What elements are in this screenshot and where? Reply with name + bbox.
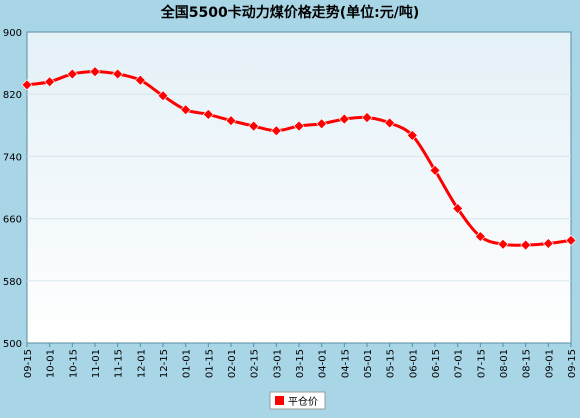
y-tick-label: 820 [3, 90, 22, 101]
data-point [21, 79, 33, 91]
data-point [44, 76, 56, 88]
data-point [202, 108, 214, 120]
data-point [520, 239, 532, 251]
legend-label: 平仓价 [288, 395, 318, 408]
data-point [452, 203, 464, 214]
x-tick-label: 10-15 [68, 349, 79, 378]
y-tick-label: 740 [3, 152, 22, 163]
data-point [542, 238, 554, 249]
x-tick-label: 09-01 [544, 349, 555, 378]
data-point [361, 112, 373, 123]
data-point [248, 120, 260, 132]
y-tick-label: 580 [3, 277, 22, 288]
x-tick-label: 03-15 [295, 349, 306, 378]
x-tick-label: 06-15 [431, 349, 442, 378]
x-tick-label: 08-01 [499, 349, 510, 378]
x-tick-label: 05-01 [363, 349, 374, 378]
chart-title: 全国5500卡动力煤价格走势(单位:元/吨) [160, 4, 419, 21]
data-point [474, 231, 486, 242]
x-tick-label: 11-01 [91, 349, 102, 378]
data-point [180, 104, 192, 116]
legend-swatch [275, 396, 284, 405]
x-tick-label: 02-15 [250, 349, 261, 378]
data-point [270, 125, 282, 137]
x-tick-label: 03-01 [272, 349, 283, 378]
data-point [112, 68, 124, 80]
data-point [157, 90, 169, 102]
x-tick-label: 01-01 [182, 349, 193, 378]
data-point [565, 234, 577, 246]
data-point [384, 117, 396, 129]
data-point [66, 68, 78, 80]
y-tick-label: 900 [3, 28, 22, 39]
legend: 平仓价 [269, 391, 326, 410]
x-tick-label: 08-15 [522, 349, 533, 378]
x-tick-label: 12-15 [159, 349, 170, 378]
data-point [406, 129, 418, 141]
x-tick-label: 01-15 [204, 349, 215, 378]
x-tick-label: 06-01 [408, 349, 419, 378]
x-tick-label: 05-15 [386, 349, 397, 378]
x-tick-label: 09-15 [567, 349, 578, 378]
x-tick-label: 04-15 [340, 349, 351, 378]
data-point [338, 113, 350, 125]
data-point [225, 115, 237, 127]
y-axis: 900 820 740 660 580 500 [3, 28, 22, 350]
x-tick-label: 04-01 [318, 349, 329, 378]
data-point [497, 238, 509, 250]
grid-lines [27, 93, 571, 282]
data-point [293, 120, 305, 132]
x-tick-label: 09-15 [23, 349, 34, 378]
x-tick-label: 02-01 [227, 349, 238, 378]
y-tick-label: 660 [3, 215, 22, 226]
x-tick-label: 07-01 [454, 349, 465, 378]
x-tick-label: 12-01 [136, 349, 147, 378]
data-point [429, 164, 441, 176]
data-point [89, 66, 101, 78]
plot-area [26, 31, 572, 344]
x-tick-label: 07-15 [476, 349, 487, 378]
series-group [21, 66, 577, 251]
y-tick-label: 500 [3, 339, 22, 350]
x-tick-label: 10-01 [46, 349, 57, 378]
data-point [134, 74, 146, 86]
data-point [316, 118, 328, 130]
x-axis: 09-15 10-01 10-15 11-01 11-15 12-01 12-15 01-01… [23, 343, 578, 378]
x-tick-label: 11-15 [114, 349, 125, 378]
